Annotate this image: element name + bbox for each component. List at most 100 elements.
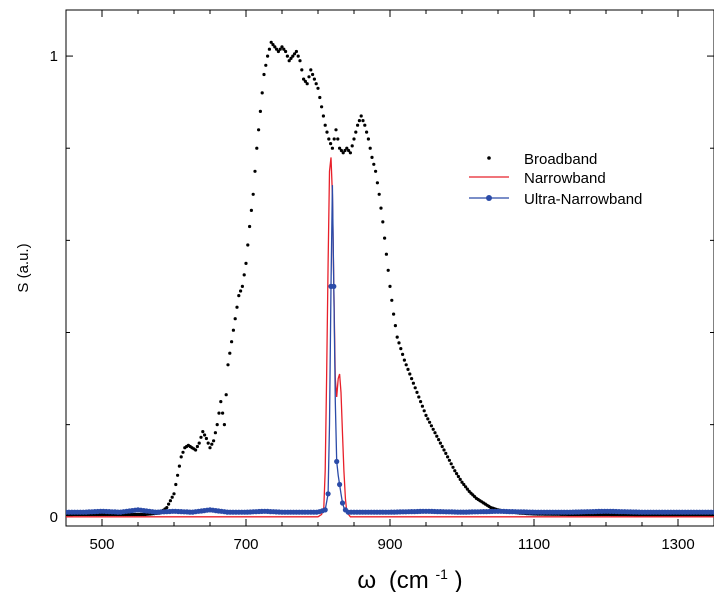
data-point-broadband: [429, 424, 433, 428]
data-point-broadband: [370, 155, 374, 159]
data-point-broadband: [278, 47, 282, 51]
y-axis-label: S (a.u.): [15, 243, 32, 292]
data-point-broadband: [363, 123, 367, 127]
data-point-broadband: [316, 86, 320, 90]
data-point-broadband: [179, 455, 183, 459]
data-point-broadband: [330, 146, 334, 150]
data-point-broadband: [420, 404, 424, 408]
data-point-broadband: [217, 411, 221, 415]
legend-entry-narrowband: Narrowband: [469, 170, 606, 187]
data-point-broadband: [350, 144, 354, 148]
data-point-broadband: [280, 45, 284, 49]
data-point-broadband: [312, 77, 316, 81]
data-point-broadband: [440, 444, 444, 449]
data-point-broadband: [393, 324, 397, 328]
data-point-broadband: [309, 68, 313, 72]
data-point-broadband: [221, 411, 225, 415]
legend-marker-ultra-narrowband: [486, 195, 492, 201]
data-point-broadband: [381, 220, 385, 224]
legend-entry-broadband: Broadband: [487, 151, 597, 168]
data-point-broadband: [334, 128, 338, 132]
x-axis-label: ω (cm -1 ): [357, 558, 462, 592]
data-point-broadband: [402, 358, 406, 362]
data-point-broadband: [246, 243, 250, 247]
data-point-broadband: [453, 469, 457, 473]
x-tick-label: 700: [233, 536, 258, 553]
data-point-broadband: [442, 448, 446, 452]
data-point-broadband: [361, 119, 365, 123]
data-point-broadband: [267, 47, 271, 51]
data-point-broadband: [372, 162, 376, 166]
data-point-broadband: [213, 431, 217, 435]
data-point-broadband: [354, 130, 358, 134]
data-point-broadband: [291, 54, 295, 58]
data-point-broadband: [451, 465, 455, 469]
data-point-broadband: [339, 148, 343, 153]
data-point-ultra-narrowband: [339, 500, 346, 506]
data-point-broadband: [314, 82, 318, 86]
data-point-broadband: [284, 49, 288, 54]
data-point-broadband: [323, 123, 327, 127]
data-point-broadband: [321, 114, 325, 118]
data-point-broadband: [181, 450, 185, 454]
data-point-broadband: [338, 146, 342, 150]
x-axis-label-symbol: ω: [357, 567, 376, 592]
data-point-broadband: [390, 298, 394, 302]
data-point-broadband: [307, 75, 311, 79]
x-tick-label: 1100: [518, 536, 550, 553]
data-point-broadband: [204, 436, 208, 441]
data-point-broadband: [222, 423, 226, 427]
data-point-broadband: [215, 423, 219, 427]
data-point-broadband: [300, 68, 304, 72]
data-point-broadband: [240, 284, 244, 288]
data-point-broadband: [404, 363, 408, 367]
data-point-broadband: [374, 169, 378, 173]
data-point-ultra-narrowband: [337, 481, 343, 488]
data-point-broadband: [174, 482, 178, 487]
data-point-broadband: [422, 409, 426, 413]
data-point-broadband: [235, 305, 239, 309]
data-point-broadband: [438, 441, 442, 445]
data-point-broadband: [289, 56, 293, 61]
data-point-broadband: [465, 487, 469, 491]
x-tick-label: 500: [89, 536, 114, 553]
data-point-broadband: [356, 123, 360, 127]
data-point-broadband: [201, 430, 205, 434]
data-point-ultra-narrowband: [334, 458, 340, 465]
series-line-narrowband: [66, 157, 714, 518]
data-point-broadband: [172, 492, 176, 496]
data-point-broadband: [357, 119, 361, 123]
data-point-broadband: [298, 59, 302, 63]
data-point-broadband: [379, 206, 383, 210]
data-point-broadband: [426, 417, 430, 421]
data-point-broadband: [411, 381, 415, 385]
legend-marker-broadband: [487, 156, 491, 160]
series-ultra-narrowband: [66, 185, 714, 515]
data-point-broadband: [336, 137, 340, 141]
data-point-broadband: [260, 91, 264, 95]
data-point-broadband: [206, 441, 210, 445]
data-point-ultra-narrowband: [711, 509, 714, 515]
data-point-broadband: [447, 458, 451, 462]
data-point-broadband: [249, 208, 253, 212]
data-point-broadband: [212, 439, 216, 443]
data-point-broadband: [458, 477, 462, 481]
data-point-broadband: [305, 82, 309, 86]
data-point-broadband: [177, 464, 181, 468]
data-point-broadband: [435, 434, 439, 438]
data-point-broadband: [248, 224, 252, 229]
data-point-broadband: [437, 438, 441, 442]
data-point-ultra-narrowband: [322, 507, 328, 513]
data-point-broadband: [368, 146, 372, 150]
data-point-broadband: [208, 446, 212, 450]
data-point-broadband: [296, 54, 300, 58]
data-point-broadband: [264, 63, 268, 67]
data-point-broadband: [377, 192, 381, 196]
data-point-broadband: [239, 289, 243, 293]
data-point-broadband: [433, 431, 437, 435]
data-point-broadband: [329, 142, 333, 146]
data-point-broadband: [397, 341, 401, 345]
data-point-broadband: [449, 462, 453, 466]
legend-entry-ultra-narrowband: Ultra-Narrowband: [469, 191, 642, 208]
data-point-broadband: [251, 192, 255, 196]
